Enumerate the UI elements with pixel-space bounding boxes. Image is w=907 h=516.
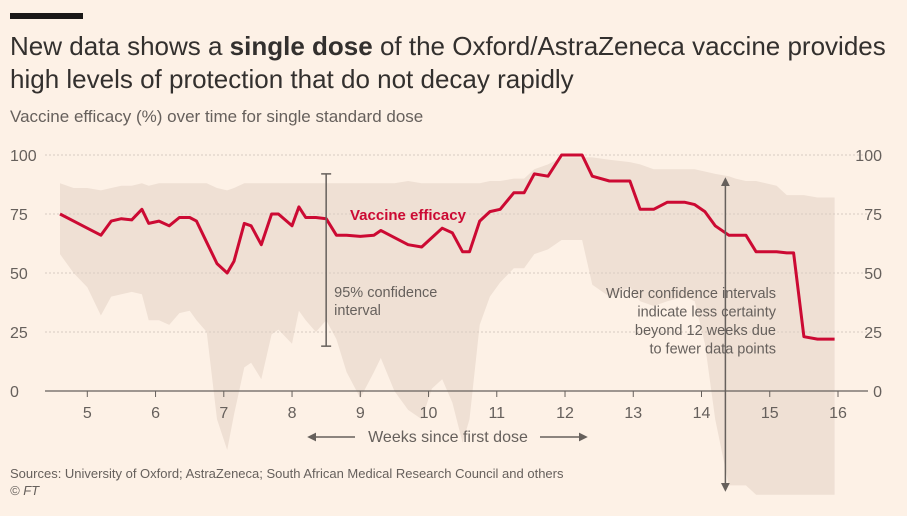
- ci-annotation-line-1: interval: [334, 303, 381, 319]
- x-axis-label: Weeks since first dose: [368, 429, 528, 446]
- x-tick-8: 8: [288, 405, 297, 422]
- y-tick-right-100: 100: [855, 148, 882, 165]
- x-tick-11: 11: [488, 405, 505, 422]
- ft-top-bar: [10, 13, 83, 19]
- x-tick-12: 12: [556, 405, 574, 422]
- y-tick-left-0: 0: [10, 384, 19, 401]
- x-tick-15: 15: [761, 405, 779, 422]
- x-tick-14: 14: [693, 405, 711, 422]
- y-tick-right-0: 0: [873, 384, 882, 401]
- x-tick-13: 13: [624, 405, 642, 422]
- ci-annotation-line-0: 95% confidence: [334, 285, 437, 301]
- sources-note: Sources: University of Oxford; AstraZene…: [10, 465, 563, 499]
- uncertainty-annotation-line-0: Wider confidence intervals: [606, 286, 776, 302]
- confidence-interval-band: [60, 157, 835, 495]
- y-tick-right-75: 75: [864, 207, 882, 224]
- uncertainty-annotation-line-1: indicate less certainty: [637, 305, 776, 321]
- x-tick-16: 16: [829, 405, 847, 422]
- series-label: Vaccine efficacy: [350, 207, 467, 224]
- uncertainty-annotation-line-2: beyond 12 weeks due: [635, 323, 776, 339]
- y-tick-left-100: 100: [10, 148, 37, 165]
- y-tick-left-50: 50: [10, 266, 28, 283]
- x-tick-10: 10: [420, 405, 438, 422]
- x-tick-5: 5: [83, 405, 92, 422]
- y-tick-left-25: 25: [10, 325, 28, 342]
- x-tick-7: 7: [219, 405, 228, 422]
- ft-credit: © FT: [10, 483, 40, 498]
- chart-title: New data shows a single dose of the Oxfo…: [10, 31, 886, 94]
- chart-subtitle: Vaccine efficacy (%) over time for singl…: [10, 107, 424, 126]
- x-tick-6: 6: [151, 405, 160, 422]
- y-tick-left-75: 75: [10, 207, 28, 224]
- sources-text: Sources: University of Oxford; AstraZene…: [10, 466, 564, 481]
- uncertainty-annotation-line-3: to fewer data points: [649, 342, 776, 358]
- x-tick-9: 9: [356, 405, 365, 422]
- efficacy-line: [59, 153, 835, 341]
- y-tick-right-50: 50: [864, 266, 882, 283]
- y-tick-right-25: 25: [864, 325, 882, 342]
